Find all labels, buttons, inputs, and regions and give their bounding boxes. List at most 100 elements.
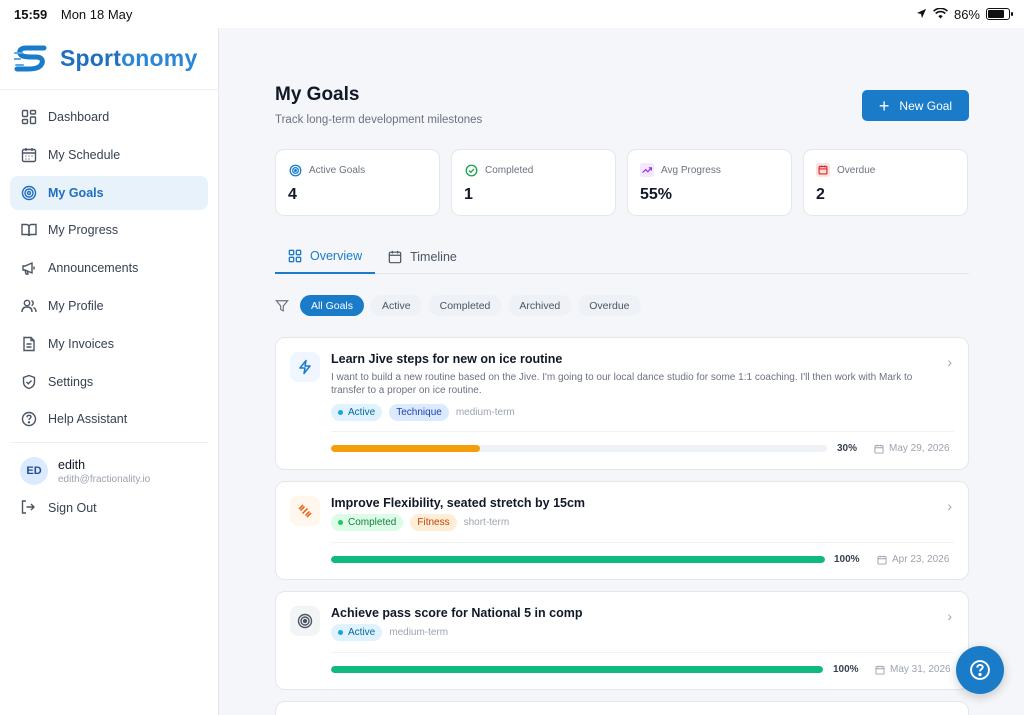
book-icon [20, 221, 38, 239]
status-bar: 15:59 Mon 18 May 86% [0, 0, 1024, 28]
check-circle-icon [464, 163, 478, 177]
view-tabs: Overview Timeline [275, 240, 969, 274]
trending-up-icon [640, 163, 654, 177]
users-icon [20, 297, 38, 315]
filter-chip-completed[interactable]: Completed [428, 295, 502, 316]
sidebar-item-label: Announcements [48, 261, 139, 276]
brand-logo[interactable]: Sportonomy [0, 28, 218, 90]
user-name: edith [58, 457, 86, 472]
goal-progress-fill [331, 556, 825, 563]
lightning-icon [290, 352, 320, 382]
grid-icon [288, 249, 302, 263]
goal-progress-percent: 30% [837, 443, 858, 454]
filter-chip-archived[interactable]: Archived [508, 295, 572, 316]
filter-chip-active[interactable]: Active [371, 295, 422, 316]
goal-progress-fill [331, 445, 480, 452]
sidebar-item-label: My Invoices [48, 336, 114, 351]
goal-due-date: May 31, 2026 [875, 664, 951, 675]
term-label: short-term [463, 517, 510, 528]
sidebar-item-label: Settings [48, 374, 94, 389]
sidebar-item-label: Help Assistant [48, 412, 128, 427]
new-goal-label: New Goal [899, 98, 953, 113]
sidebar-item-help-assistant[interactable]: Help Assistant [10, 402, 208, 436]
tab-timeline[interactable]: Timeline [375, 240, 470, 274]
goal-card[interactable] [275, 701, 969, 715]
goal-progress-percent: 100% [834, 554, 860, 565]
page-title: My Goals [275, 84, 360, 105]
sign-out-icon [20, 499, 38, 517]
goal-card[interactable]: Improve Flexibility, seated stretch by 1… [275, 481, 969, 580]
grid-icon [20, 108, 38, 126]
avatar: ED [20, 457, 48, 486]
main-content: My Goals Track long-term development mil… [220, 28, 1024, 715]
calendar-icon [874, 444, 884, 454]
sidebar-item-label: My Progress [48, 223, 119, 238]
new-goal-button[interactable]: + New Goal [862, 90, 969, 121]
chevron-right-icon[interactable]: › [947, 608, 952, 624]
wifi-icon [933, 7, 948, 22]
brand-name-part-b: onomy [121, 45, 198, 71]
megaphone-icon [20, 259, 38, 277]
help-circle-icon [20, 410, 38, 428]
sign-out-label: Sign Out [48, 501, 97, 516]
category-badge: Fitness [410, 514, 457, 531]
tab-overview[interactable]: Overview [275, 240, 376, 274]
battery-icon [986, 8, 1013, 20]
goal-progress-bar [331, 556, 825, 563]
sidebar-item-my-profile[interactable]: My Profile [10, 289, 208, 323]
filter-chip-all-goals[interactable]: All Goals [300, 295, 365, 316]
stats-row: Active Goals 4 Completed 1 Avg Progress … [275, 149, 968, 216]
sidebar-item-dashboard[interactable]: Dashboard [10, 100, 208, 134]
calendar-icon [877, 555, 887, 565]
due-date-text: May 29, 2026 [889, 443, 950, 454]
goal-divider [331, 652, 954, 653]
sidebar-item-settings[interactable]: Settings [10, 365, 208, 399]
goal-card[interactable]: Learn Jive steps for new on ice routine … [275, 337, 969, 470]
stat-label: Completed [485, 164, 534, 176]
sidebar-item-label: My Schedule [48, 147, 121, 162]
stat-label: Overdue [837, 164, 876, 176]
filter-chip-overdue[interactable]: Overdue [578, 295, 641, 316]
goal-due-date: May 29, 2026 [874, 443, 950, 454]
target-icon [20, 184, 38, 202]
stat-value: 4 [288, 186, 297, 203]
stat-card-overdue: Overdue 2 [803, 149, 968, 216]
goal-title: Learn Jive steps for new on ice routine [331, 352, 563, 366]
help-circle-icon [970, 660, 990, 680]
sidebar-item-announcements[interactable]: Announcements [10, 251, 208, 285]
sidebar-item-my-schedule[interactable]: My Schedule [10, 138, 208, 172]
goal-tags: Active medium-term [331, 624, 448, 641]
document-icon [20, 335, 38, 353]
user-account[interactable]: ED edith edith@fractionality.io [0, 449, 218, 493]
chevron-right-icon[interactable]: › [947, 354, 952, 370]
shield-icon [20, 373, 38, 391]
status-badge: Completed [331, 514, 404, 531]
tab-label: Overview [310, 249, 363, 263]
sidebar-item-label: My Profile [48, 298, 104, 313]
page-subtitle: Track long-term development milestones [275, 114, 483, 126]
goal-divider [331, 542, 954, 543]
goal-tags: Active Technique medium-term [331, 404, 515, 421]
sign-out-button[interactable]: Sign Out [0, 493, 218, 523]
sidebar-divider [10, 442, 208, 444]
calendar-icon [816, 163, 830, 177]
category-badge: Technique [389, 404, 449, 421]
goal-card[interactable]: Achieve pass score for National 5 in com… [275, 591, 969, 690]
goal-filters: All Goals Active Completed Archived Over… [275, 295, 641, 316]
calendar-icon [20, 146, 38, 164]
due-date-text: Apr 23, 2026 [892, 554, 950, 565]
sidebar-item-my-progress[interactable]: My Progress [10, 213, 208, 247]
sidebar-item-my-invoices[interactable]: My Invoices [10, 327, 208, 361]
calendar-icon [388, 250, 402, 264]
goal-title: Improve Flexibility, seated stretch by 1… [331, 496, 586, 510]
help-assistant-button[interactable] [956, 646, 1004, 694]
sidebar-item-my-goals[interactable]: My Goals [10, 175, 208, 210]
sidebar-nav: Dashboard My Schedule My Goals My Progre… [0, 90, 218, 436]
calendar-icon [875, 665, 885, 675]
location-icon [916, 7, 927, 22]
term-label: medium-term [389, 627, 449, 638]
goal-title: Achieve pass score for National 5 in com… [331, 606, 583, 620]
plus-icon: + [878, 95, 890, 116]
chevron-right-icon[interactable]: › [947, 498, 952, 514]
goal-progress-bar [331, 445, 827, 452]
